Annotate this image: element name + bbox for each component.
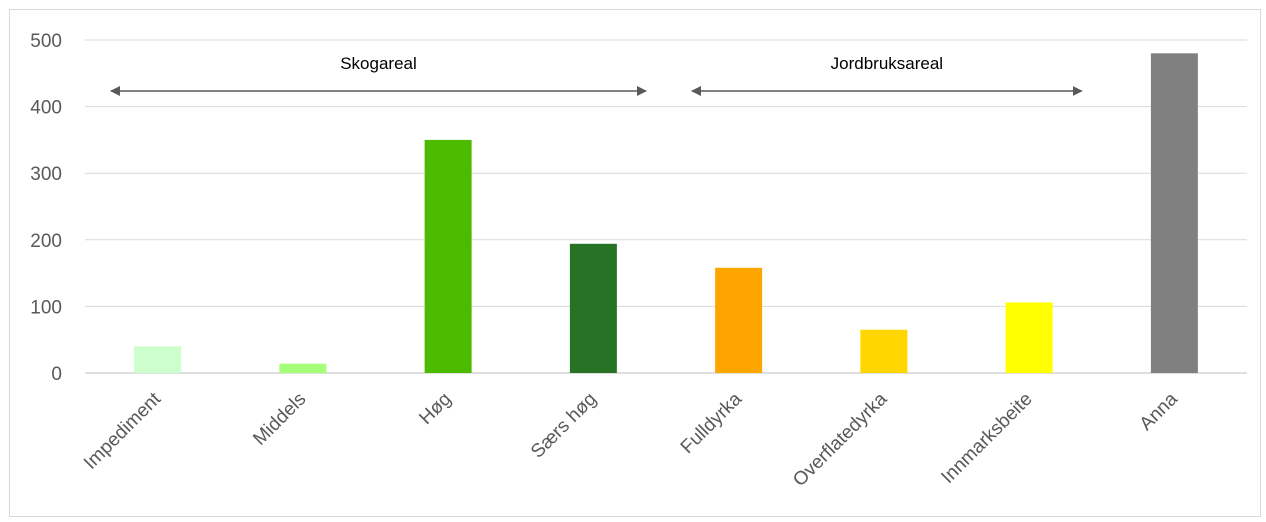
- y-tick-label-300: 300: [30, 164, 62, 185]
- x-tick-label-innmarksbeite: Innmarksbeite: [937, 389, 1036, 488]
- x-tick-label-anna: Anna: [1136, 388, 1183, 435]
- x-tick-label-saers-hog: Særs høg: [527, 389, 601, 463]
- gridlines: [85, 39, 1247, 374]
- annotation-skogareal: Skogareal: [340, 54, 417, 73]
- x-tick-label-middels: Middels: [249, 389, 310, 450]
- y-tick-label-0: 0: [51, 364, 62, 385]
- chart-frame: [9, 9, 1261, 517]
- y-tick-label-400: 400: [30, 98, 62, 119]
- bar-overflatedyrka: [860, 329, 908, 373]
- x-tick-label-impediment: Impediment: [80, 388, 166, 474]
- annotations: Skogareal Jordbruksareal: [110, 54, 1083, 96]
- bar-middels: [279, 363, 327, 373]
- x-tick-labels: Impediment Middels Høg Særs høg Fulldyrka Ove…: [80, 388, 1182, 491]
- bar-hog: [424, 139, 472, 373]
- y-tick-label-200: 200: [30, 231, 62, 252]
- x-tick-label-hog: Høg: [415, 389, 455, 429]
- x-tick-label-fulldyrka: Fulldyrka: [677, 388, 747, 458]
- bar-anna: [1150, 53, 1198, 373]
- bar-impediment: [134, 346, 182, 373]
- bars: [134, 53, 1198, 373]
- y-tick-label-500: 500: [30, 31, 62, 52]
- x-tick-label-overflatedyrka: Overflatedyrka: [789, 388, 892, 491]
- annotation-jordbruksareal: Jordbruksareal: [831, 54, 943, 73]
- bar-innmarksbeite: [1005, 302, 1053, 373]
- bar-saers-hog: [569, 243, 617, 373]
- y-tick-label-100: 100: [30, 297, 62, 318]
- bar-fulldyrka: [715, 267, 763, 373]
- y-tick-labels: 0 100 200 300 400 500: [30, 31, 62, 385]
